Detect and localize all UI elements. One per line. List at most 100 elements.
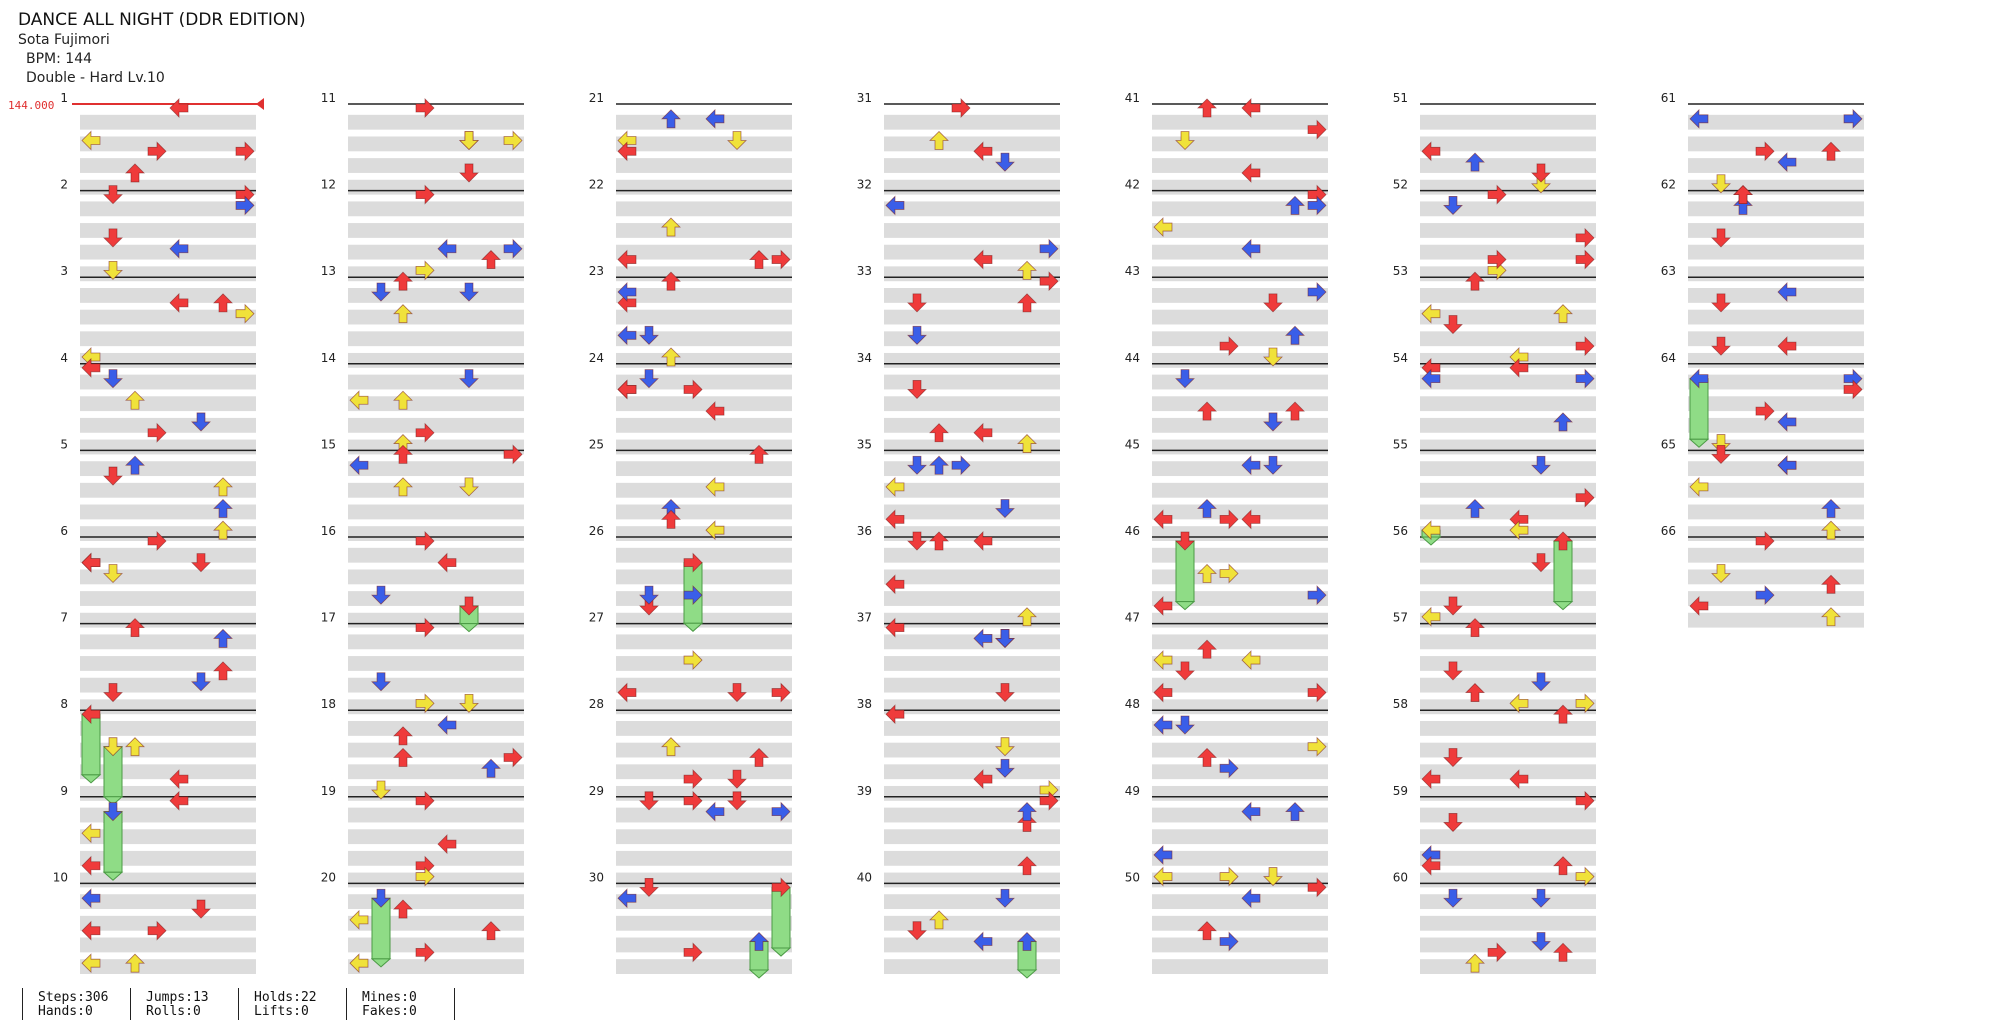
arrow-note-left bbox=[1421, 520, 1441, 541]
beat-band bbox=[1152, 894, 1328, 910]
arrow-note-left bbox=[1153, 715, 1173, 735]
arrow-note-up bbox=[1285, 401, 1305, 421]
beat-band bbox=[1152, 244, 1328, 260]
arrow-note-up bbox=[661, 217, 681, 237]
arrow-note-right bbox=[503, 444, 523, 465]
measure-number: 31 bbox=[857, 91, 872, 105]
measure-number: 4 bbox=[60, 351, 68, 365]
beat-band bbox=[884, 677, 1060, 693]
beat-band bbox=[884, 959, 1060, 974]
beat-band bbox=[348, 439, 524, 455]
measure-number: 59 bbox=[1393, 784, 1408, 798]
arrow-note-left bbox=[169, 790, 189, 811]
arrow-note-right bbox=[683, 379, 703, 400]
arrow-note-down bbox=[1175, 531, 1195, 551]
arrow-note-left bbox=[169, 292, 189, 313]
beat-band bbox=[616, 417, 792, 433]
beat-band bbox=[884, 569, 1060, 585]
arrow-note-up bbox=[1285, 802, 1305, 822]
arrow-note-down bbox=[371, 585, 391, 605]
arrow-note-right bbox=[1755, 531, 1775, 551]
arrow-note-right bbox=[1219, 336, 1239, 357]
beat-band bbox=[616, 223, 792, 238]
beat-band bbox=[348, 482, 524, 498]
measure-number: 40 bbox=[857, 870, 872, 884]
beat-band bbox=[348, 461, 524, 477]
arrow-note-right bbox=[1307, 877, 1327, 898]
arrow-note-down bbox=[995, 499, 1015, 519]
beat-band bbox=[1420, 201, 1596, 217]
arrow-note-up bbox=[749, 249, 769, 269]
measure-number: 37 bbox=[857, 611, 872, 625]
arrow-note-down bbox=[191, 672, 211, 692]
measure-number: 45 bbox=[1125, 437, 1140, 451]
arrow-note-up bbox=[661, 737, 681, 757]
beat-band bbox=[884, 417, 1060, 433]
beat-band bbox=[1688, 179, 1864, 195]
beat-band bbox=[884, 331, 1060, 347]
beat-band bbox=[884, 158, 1060, 173]
arrow-note-up bbox=[1553, 412, 1573, 432]
measure: 51 bbox=[1393, 91, 1596, 195]
arrow-note-up bbox=[213, 498, 233, 518]
beat-band bbox=[1420, 721, 1596, 736]
arrow-note-left bbox=[973, 422, 993, 443]
beat-band bbox=[348, 504, 524, 520]
arrow-note-up bbox=[125, 390, 145, 410]
arrow-note-up bbox=[749, 444, 769, 464]
arrow-note-right bbox=[415, 422, 435, 443]
arrow-note-up bbox=[1017, 260, 1037, 280]
beat-band bbox=[80, 331, 256, 347]
beat-band bbox=[348, 266, 524, 282]
beat-band bbox=[884, 201, 1060, 217]
measure-number: 65 bbox=[1661, 437, 1676, 451]
beat-band bbox=[884, 764, 1060, 780]
arrow-note-left bbox=[81, 823, 101, 844]
arrow-note-right bbox=[1039, 238, 1059, 259]
beat-band bbox=[80, 504, 256, 520]
arrow-note-up bbox=[929, 910, 949, 930]
measure-number: 29 bbox=[589, 784, 604, 798]
arrow-note-down bbox=[1711, 293, 1731, 313]
beat-band bbox=[80, 461, 256, 477]
arrow-note-left bbox=[1689, 368, 1709, 389]
arrow-note-up bbox=[661, 109, 681, 129]
arrow-note-left bbox=[617, 282, 637, 302]
beat-band bbox=[1420, 114, 1596, 130]
arrow-note-up bbox=[1553, 531, 1573, 551]
arrow-note-right bbox=[1575, 227, 1595, 248]
beat-band bbox=[348, 634, 524, 650]
stat-holds: Holds:22 bbox=[254, 990, 317, 1005]
beat-band bbox=[1420, 179, 1596, 195]
hold-note bbox=[80, 713, 102, 784]
beat-band bbox=[884, 461, 1060, 477]
beat-band bbox=[1152, 915, 1328, 931]
arrow-note-left bbox=[885, 574, 905, 595]
arrow-note-down bbox=[1263, 293, 1283, 313]
beat-band bbox=[80, 158, 256, 173]
beat-band bbox=[616, 374, 792, 390]
beat-band bbox=[884, 872, 1060, 888]
arrow-note-down bbox=[371, 282, 391, 302]
arrow-note-up bbox=[1197, 747, 1217, 767]
measure-number: 5 bbox=[60, 437, 68, 451]
measure-number: 50 bbox=[1125, 870, 1140, 884]
measure-number: 21 bbox=[589, 91, 604, 105]
arrow-note-left bbox=[81, 357, 101, 378]
beat-band bbox=[1420, 850, 1596, 866]
arrow-note-up bbox=[1197, 98, 1217, 118]
arrow-note-left bbox=[1153, 866, 1173, 887]
arrow-note-up bbox=[1553, 856, 1573, 876]
arrow-note-left bbox=[617, 249, 637, 270]
arrow-note-down bbox=[191, 899, 211, 919]
measure-number: 15 bbox=[321, 437, 336, 451]
measure: 21 bbox=[589, 91, 792, 195]
arrow-note-up bbox=[1285, 325, 1305, 345]
arrow-note-up bbox=[1197, 563, 1217, 583]
arrow-note-up bbox=[393, 899, 413, 919]
arrow-note-left bbox=[437, 552, 457, 573]
arrow-note-up bbox=[393, 477, 413, 497]
arrow-note-left bbox=[1509, 693, 1529, 714]
beat-band bbox=[1420, 807, 1596, 823]
beat-band bbox=[616, 396, 792, 412]
